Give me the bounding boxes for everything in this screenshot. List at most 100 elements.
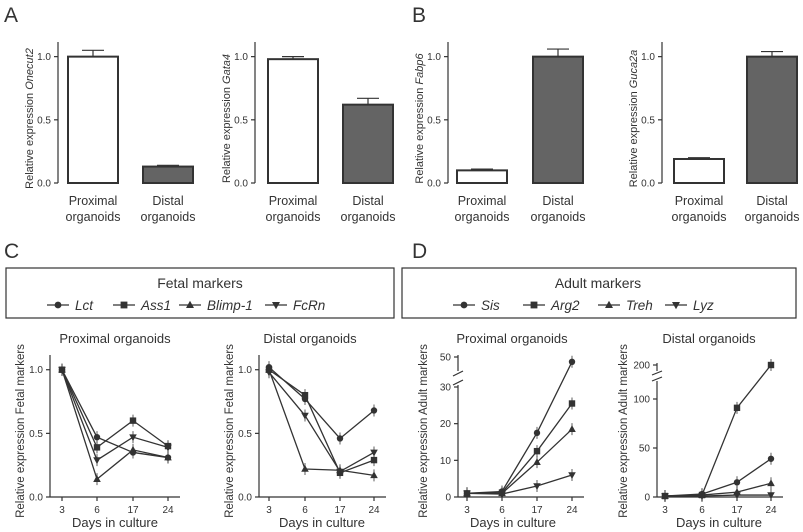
y-axis-label: Relative expression Onecut2 xyxy=(24,48,36,189)
x-tick-label: 17 xyxy=(334,505,346,516)
category-label: Distal xyxy=(352,194,383,208)
category-label: organoids xyxy=(531,210,586,224)
series-treh xyxy=(661,477,775,503)
legend-marker xyxy=(54,301,62,309)
y-tick-label: 10 xyxy=(440,456,452,467)
category-label: organoids xyxy=(266,210,321,224)
y-axis-label: Relative expression Adult markers xyxy=(418,344,430,518)
category-label: organoids xyxy=(141,210,196,224)
x-axis-label: Days in culture xyxy=(676,515,762,530)
category-label: organoids xyxy=(341,210,396,224)
y-tick-label: 0.5 xyxy=(234,115,248,126)
y-tick-label: 1.0 xyxy=(29,365,43,376)
bar xyxy=(746,55,798,185)
legend-item-ass1: Ass1 xyxy=(140,298,171,313)
legend-item-arg2: Arg2 xyxy=(550,298,580,313)
x-tick-label: 6 xyxy=(499,505,505,516)
y-tick-label: 30 xyxy=(440,383,452,394)
series-arg2 xyxy=(661,359,775,503)
axis-break-mark xyxy=(651,376,663,382)
x-tick-label: 3 xyxy=(464,505,470,516)
legend-marker xyxy=(672,302,680,310)
y-tick-label: 0.5 xyxy=(238,429,252,440)
y-tick-label: 100 xyxy=(633,395,650,406)
x-tick-label: 6 xyxy=(699,505,705,516)
y-tick-label: 50 xyxy=(440,353,452,364)
series-fcrn xyxy=(58,363,172,467)
series-line xyxy=(664,482,772,497)
bar xyxy=(142,165,194,184)
y-tick-label: 0.0 xyxy=(29,493,43,504)
y-axis-label: Relative expression Guca2a xyxy=(628,50,640,188)
legend-item-blimp-1: Blimp-1 xyxy=(207,298,253,313)
series-lyz xyxy=(661,489,775,503)
x-tick-label: 24 xyxy=(368,505,380,516)
legend-box-fetal xyxy=(5,267,395,319)
axis-break-mark xyxy=(452,370,464,377)
bar xyxy=(673,157,725,184)
legend-marker xyxy=(530,301,538,309)
panel-letter-a: A xyxy=(4,4,18,27)
y-tick-label: 0.5 xyxy=(29,429,43,440)
legend-item-fcrn: FcRn xyxy=(293,298,325,313)
series-line xyxy=(268,369,375,474)
series-line xyxy=(268,369,375,477)
x-axis-label: Days in culture xyxy=(72,515,158,530)
bar xyxy=(532,55,584,185)
y-axis-label: Relative expression Fetal markers xyxy=(15,344,27,518)
x-tick-label: 3 xyxy=(266,505,272,516)
series-line xyxy=(268,371,375,473)
category-label: Proximal xyxy=(458,194,507,208)
chart-3: 0.0 0.5 1.0 Proximal organoids Distal organoid… xyxy=(414,42,585,224)
category-label: organoids xyxy=(66,210,121,224)
chart-title: Distal organoids xyxy=(263,331,357,346)
panel-letter-b: B xyxy=(412,4,426,27)
x-tick-label: 17 xyxy=(531,505,543,516)
x-tick-label: 6 xyxy=(302,505,308,516)
category-label: organoids xyxy=(672,210,727,224)
legend-box-adult xyxy=(401,267,797,319)
y-tick-label: 0.0 xyxy=(234,179,248,190)
y-axis-label-prefix: Relative expression xyxy=(414,85,426,184)
series-line xyxy=(61,369,169,481)
legend-items-layer: Lct Ass1 Blimp-1 FcRn Sis Arg2 Treh Lyz xyxy=(47,298,714,313)
chart-7: 0 10 20 30 50 3 6 17 24 Proximal organoids Days in… xyxy=(418,331,584,530)
y-axis-label-gene: Gata4 xyxy=(221,54,233,84)
chart-8: 0 50 100 200 3 6 17 24 Distal organoids Days in c… xyxy=(618,331,783,530)
series-line xyxy=(61,369,169,462)
x-tick-label: 3 xyxy=(59,505,65,516)
x-tick-label: 24 xyxy=(162,505,174,516)
chart-title: Proximal organoids xyxy=(59,331,171,346)
series-line xyxy=(466,361,573,494)
y-tick-label: 0 xyxy=(644,493,650,504)
x-axis-label: Days in culture xyxy=(279,515,365,530)
y-tick-label: 200 xyxy=(633,361,650,372)
x-tick-label: 3 xyxy=(662,505,668,516)
legend-item-sis: Sis xyxy=(481,298,500,313)
legend-title-fetal: Fetal markers xyxy=(157,275,243,291)
bar xyxy=(67,55,119,185)
legend-item-lyz: Lyz xyxy=(693,298,714,313)
bar xyxy=(267,58,319,184)
series-line xyxy=(466,474,573,495)
chart-title: Proximal organoids xyxy=(456,331,568,346)
y-tick-label: 0.0 xyxy=(641,179,655,190)
chart-title: Distal organoids xyxy=(662,331,756,346)
category-label: Proximal xyxy=(69,194,118,208)
y-tick-label: 1.0 xyxy=(234,52,248,63)
y-axis-label-prefix: Relative expression xyxy=(24,90,36,189)
series-fcrn xyxy=(265,366,378,478)
x-tick-label: 17 xyxy=(127,505,139,516)
series-ass1 xyxy=(58,363,172,454)
panel-letter-c: C xyxy=(4,240,19,263)
legend-item-treh: Treh xyxy=(626,298,653,313)
chart-4: 0.0 0.5 1.0 Proximal organoids Distal organoid… xyxy=(628,42,799,224)
x-tick-label: 6 xyxy=(94,505,100,516)
series-lyz xyxy=(463,469,576,501)
charts-layer: 0.0 0.5 1.0 Proximal organoids Distal organoid… xyxy=(15,42,799,530)
series-line xyxy=(665,494,771,497)
y-axis-label: Relative expression Fabp6 xyxy=(414,52,426,183)
series-line xyxy=(61,369,169,459)
y-tick-label: 0.5 xyxy=(37,115,51,126)
